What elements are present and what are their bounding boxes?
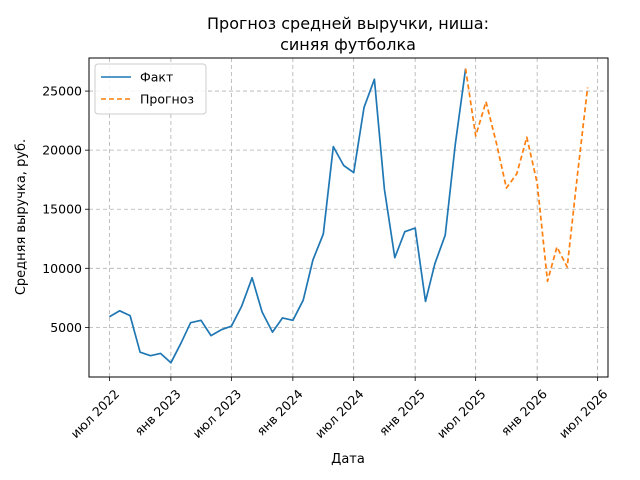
y-axis-ticks: 5000 10000 15000 20000 25000: [42, 84, 89, 335]
chart-title-line-2: синяя футболка: [280, 35, 416, 54]
y-tick-label: 25000: [42, 84, 82, 99]
series-line-forecast: [464, 68, 589, 283]
y-tick-label: 10000: [42, 261, 82, 276]
plot-area-frame: [88, 57, 609, 378]
legend-label-fact: Факт: [140, 70, 173, 85]
series-lines: [108, 68, 589, 364]
legend: Факт Прогноз: [94, 63, 207, 115]
y-axis-label: Средняя выручка, руб.: [14, 139, 29, 295]
y-tick-label: 5000: [50, 320, 82, 335]
series-line-fact: [108, 68, 467, 364]
chart-title-line-1: Прогноз средней выручки, ниша:: [207, 14, 489, 33]
x-axis-label: Дата: [331, 452, 365, 467]
y-tick-label: 20000: [42, 143, 82, 158]
y-tick-label: 15000: [42, 202, 82, 217]
legend-label-forecast: Прогноз: [140, 92, 194, 107]
